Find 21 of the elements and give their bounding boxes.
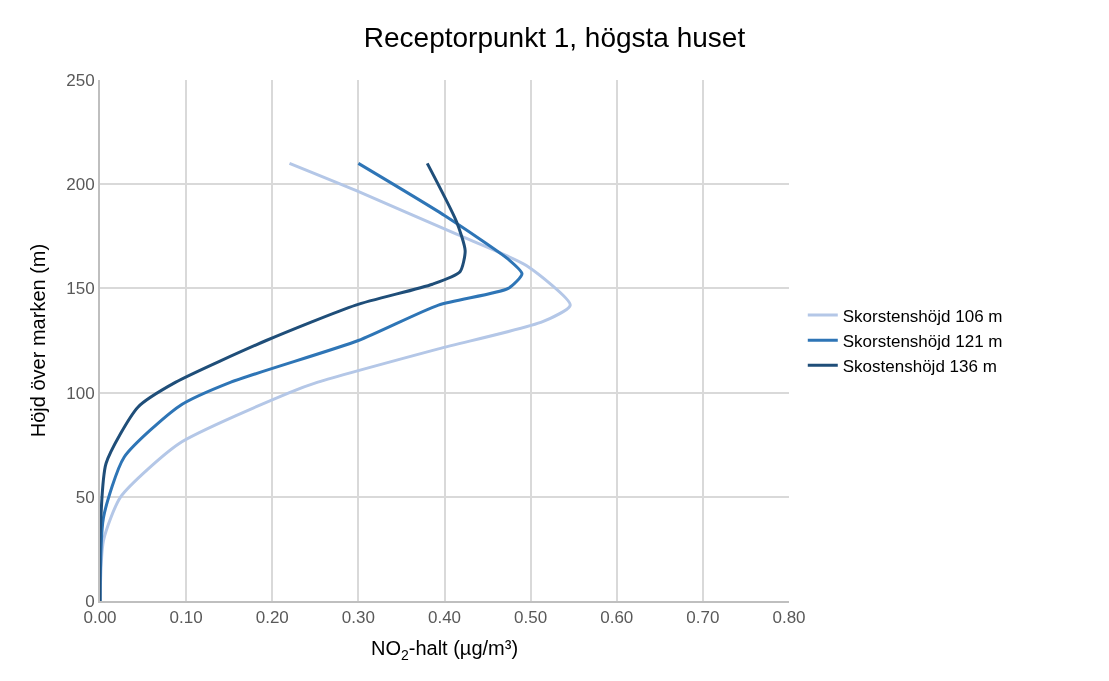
legend-label: Skorstenshöjd 121 m [842,331,1003,351]
x-tick-label: 0.80 [772,608,806,628]
y-tick-label: 0 [85,591,95,611]
legend-label: Skostenshöjd 136 m [842,356,997,376]
y-tick-label: 200 [66,175,95,195]
x-tick-label: 0.50 [514,608,548,628]
y-axis-title: Höjd över marken (m) [27,243,50,438]
x-tick-label: 0.10 [169,608,203,628]
x-tick-label: 0.70 [686,608,720,628]
x-tick-label: 0.00 [83,608,117,628]
x-tick-label: 0.60 [600,608,634,628]
x-tick-label: 0.40 [427,608,462,628]
y-tick-label: 100 [66,383,95,403]
x-axis-title: NO$_{2}$-halt (µg/m³) [370,637,519,663]
y-tick-label: 250 [66,70,95,90]
x-tick-label: 0.20 [255,608,289,628]
y-tick-label: 50 [75,487,95,507]
y-tick-label: 150 [66,279,95,299]
chart-title: Receptorpunkt 1, högsta huset [363,21,746,53]
x-tick-label: 0.30 [341,608,375,628]
legend-label: Skorstenshöjd 106 m [842,306,1003,326]
